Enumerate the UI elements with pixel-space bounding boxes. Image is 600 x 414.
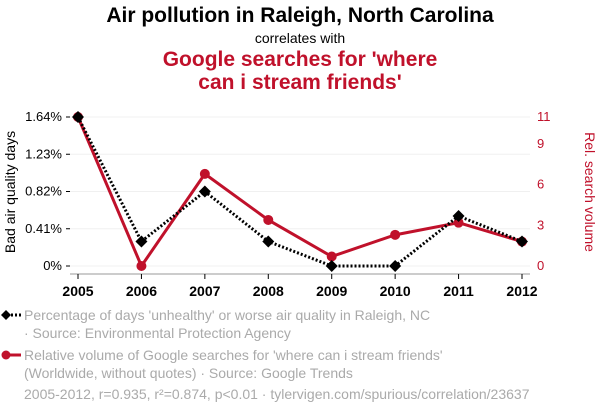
search-line <box>76 116 523 270</box>
air-point <box>262 235 275 248</box>
y-tick-label: 0.82% <box>25 184 62 199</box>
y2-tick-label: 6 <box>537 177 544 192</box>
x-tick-label: 2005 <box>62 283 93 299</box>
air-point <box>516 235 528 248</box>
x-tick-label: 2009 <box>316 283 347 299</box>
legend-search: Relative volume of Google searches for '… <box>24 346 443 382</box>
air-point <box>135 235 148 248</box>
search-point <box>136 261 147 271</box>
search-point <box>453 217 464 228</box>
legend-search-marker <box>1 350 11 360</box>
legend-search-line2: (Worldwide, without quotes) · Source: Go… <box>24 365 353 381</box>
y2-tick-label: 0 <box>537 258 544 273</box>
air-line <box>76 116 523 268</box>
y-tick-label: 0% <box>43 258 62 273</box>
x-tick-label: 2006 <box>126 283 157 299</box>
air-point <box>389 260 402 272</box>
air-point <box>452 210 465 223</box>
air-point <box>325 260 338 272</box>
footer: 2005-2012, r=0.935, r²=0.874, p<0.01 · t… <box>24 386 530 402</box>
legend-air: Percentage of days 'unhealthy' or worse … <box>24 306 430 342</box>
y-axis-label: Bad air quality days <box>2 131 18 253</box>
x-tick-label: 2012 <box>506 283 537 299</box>
y2-tick-label: 3 <box>537 217 544 232</box>
x-tick-label: 2007 <box>189 283 220 299</box>
chart-title: Air pollution in Raleigh, North Carolina <box>106 4 494 27</box>
y-tick-label: 1.64% <box>25 109 62 124</box>
air-point <box>72 111 84 123</box>
y2-axis-label: Rel. search volume <box>582 132 598 252</box>
legend-air-marker <box>1 310 11 320</box>
legend-air-line1: Percentage of days 'unhealthy' or worse … <box>24 307 431 323</box>
search-point <box>199 168 210 179</box>
x-tick-label: 2011 <box>443 283 474 299</box>
search-point <box>390 229 401 240</box>
y2-tick-label: 11 <box>537 109 551 124</box>
chart-title-2: Google searches for 'where can i stream … <box>162 48 438 94</box>
legend-search-line1: Relative volume of Google searches for '… <box>24 347 443 363</box>
air-point <box>198 185 211 198</box>
legend-air-line2: · Source: Environmental Protection Agenc… <box>24 325 291 341</box>
x-tick-label: 2008 <box>253 283 284 299</box>
x-tick-label: 2010 <box>380 283 411 299</box>
search-point <box>326 251 337 262</box>
y-tick-label: 1.23% <box>25 146 62 161</box>
y-tick-label: 0.41% <box>25 221 62 236</box>
search-point <box>263 214 274 225</box>
chart-subtitle: correlates with <box>254 30 346 46</box>
y2-tick-label: 9 <box>537 136 544 151</box>
